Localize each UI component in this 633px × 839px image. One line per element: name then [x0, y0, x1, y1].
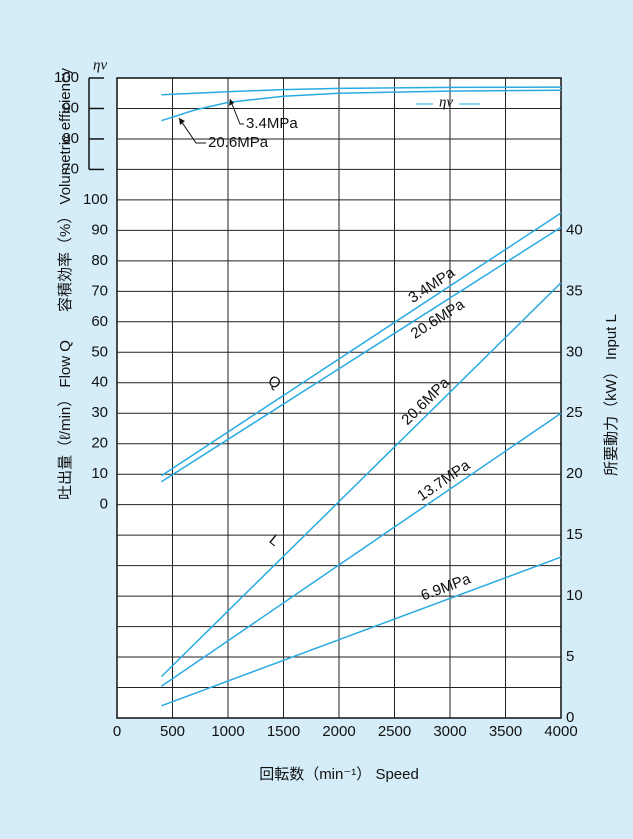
y3-tick-label: 90 [62, 99, 79, 116]
y-tick-label: 90 [91, 221, 108, 238]
line [161, 89, 562, 122]
y3-tick-label: 80 [62, 130, 79, 147]
y2-tick-label: 15 [566, 526, 583, 543]
leader-line [229, 98, 244, 125]
y-tick-label: 10 [91, 465, 108, 482]
y-tick-label: 0 [100, 496, 108, 513]
series-label: 3.4MPa [246, 115, 298, 132]
plot-frame [116, 77, 562, 719]
series-label: 20.6MPa [208, 134, 269, 151]
line [160, 226, 562, 483]
line [160, 282, 562, 678]
y2-tick-label: 5 [566, 648, 574, 665]
y-tick-label: 60 [91, 313, 108, 330]
y-tick-label: 50 [91, 343, 108, 360]
leader-line [178, 117, 206, 144]
x-tick-label: 2000 [322, 723, 355, 740]
x-tick-label: 1500 [267, 723, 300, 740]
annotation: ηv [93, 57, 107, 73]
x-tick-label: 2500 [378, 723, 411, 740]
line [160, 212, 562, 477]
line [160, 412, 562, 687]
arrow [179, 118, 185, 125]
y-tick-label: 80 [91, 252, 108, 269]
x-tick-label: 500 [160, 723, 185, 740]
y3-tick-label: 70 [62, 160, 79, 177]
x-tick-label: 4000 [544, 723, 577, 740]
x-tick-label: 3500 [489, 723, 522, 740]
y2-tick-label: 40 [566, 221, 583, 238]
y3-tick-label: 100 [54, 69, 79, 86]
x-tick-label: 1000 [211, 723, 244, 740]
y-tick-label: 40 [91, 374, 108, 391]
x-axis-title: 回転数（min⁻¹） Speed [259, 766, 419, 783]
line [161, 556, 562, 707]
y-axis-title: 吐出量（ℓ/min） Flow Q [57, 340, 74, 500]
y3-axis-title: 容積効率（%） Volumetric efficiency [57, 68, 74, 312]
y2-tick-label: 25 [566, 404, 583, 421]
line [161, 86, 562, 96]
y2-tick-label: 30 [566, 343, 583, 360]
y-tick-label: 100 [83, 191, 108, 208]
y2-tick-label: 20 [566, 465, 583, 482]
arrow [229, 99, 234, 106]
y-tick-label: 70 [91, 282, 108, 299]
y2-tick-label: 10 [566, 587, 583, 604]
y2-tick-label: 0 [566, 709, 574, 726]
x-tick-label: 3000 [433, 723, 466, 740]
y2-tick-label: 35 [566, 282, 583, 299]
y2-axis-title: 所要動力（kW） Input L [603, 314, 620, 476]
y-tick-label: 20 [91, 435, 108, 452]
y-tick-label: 30 [91, 404, 108, 421]
x-tick-label: 0 [113, 723, 121, 740]
